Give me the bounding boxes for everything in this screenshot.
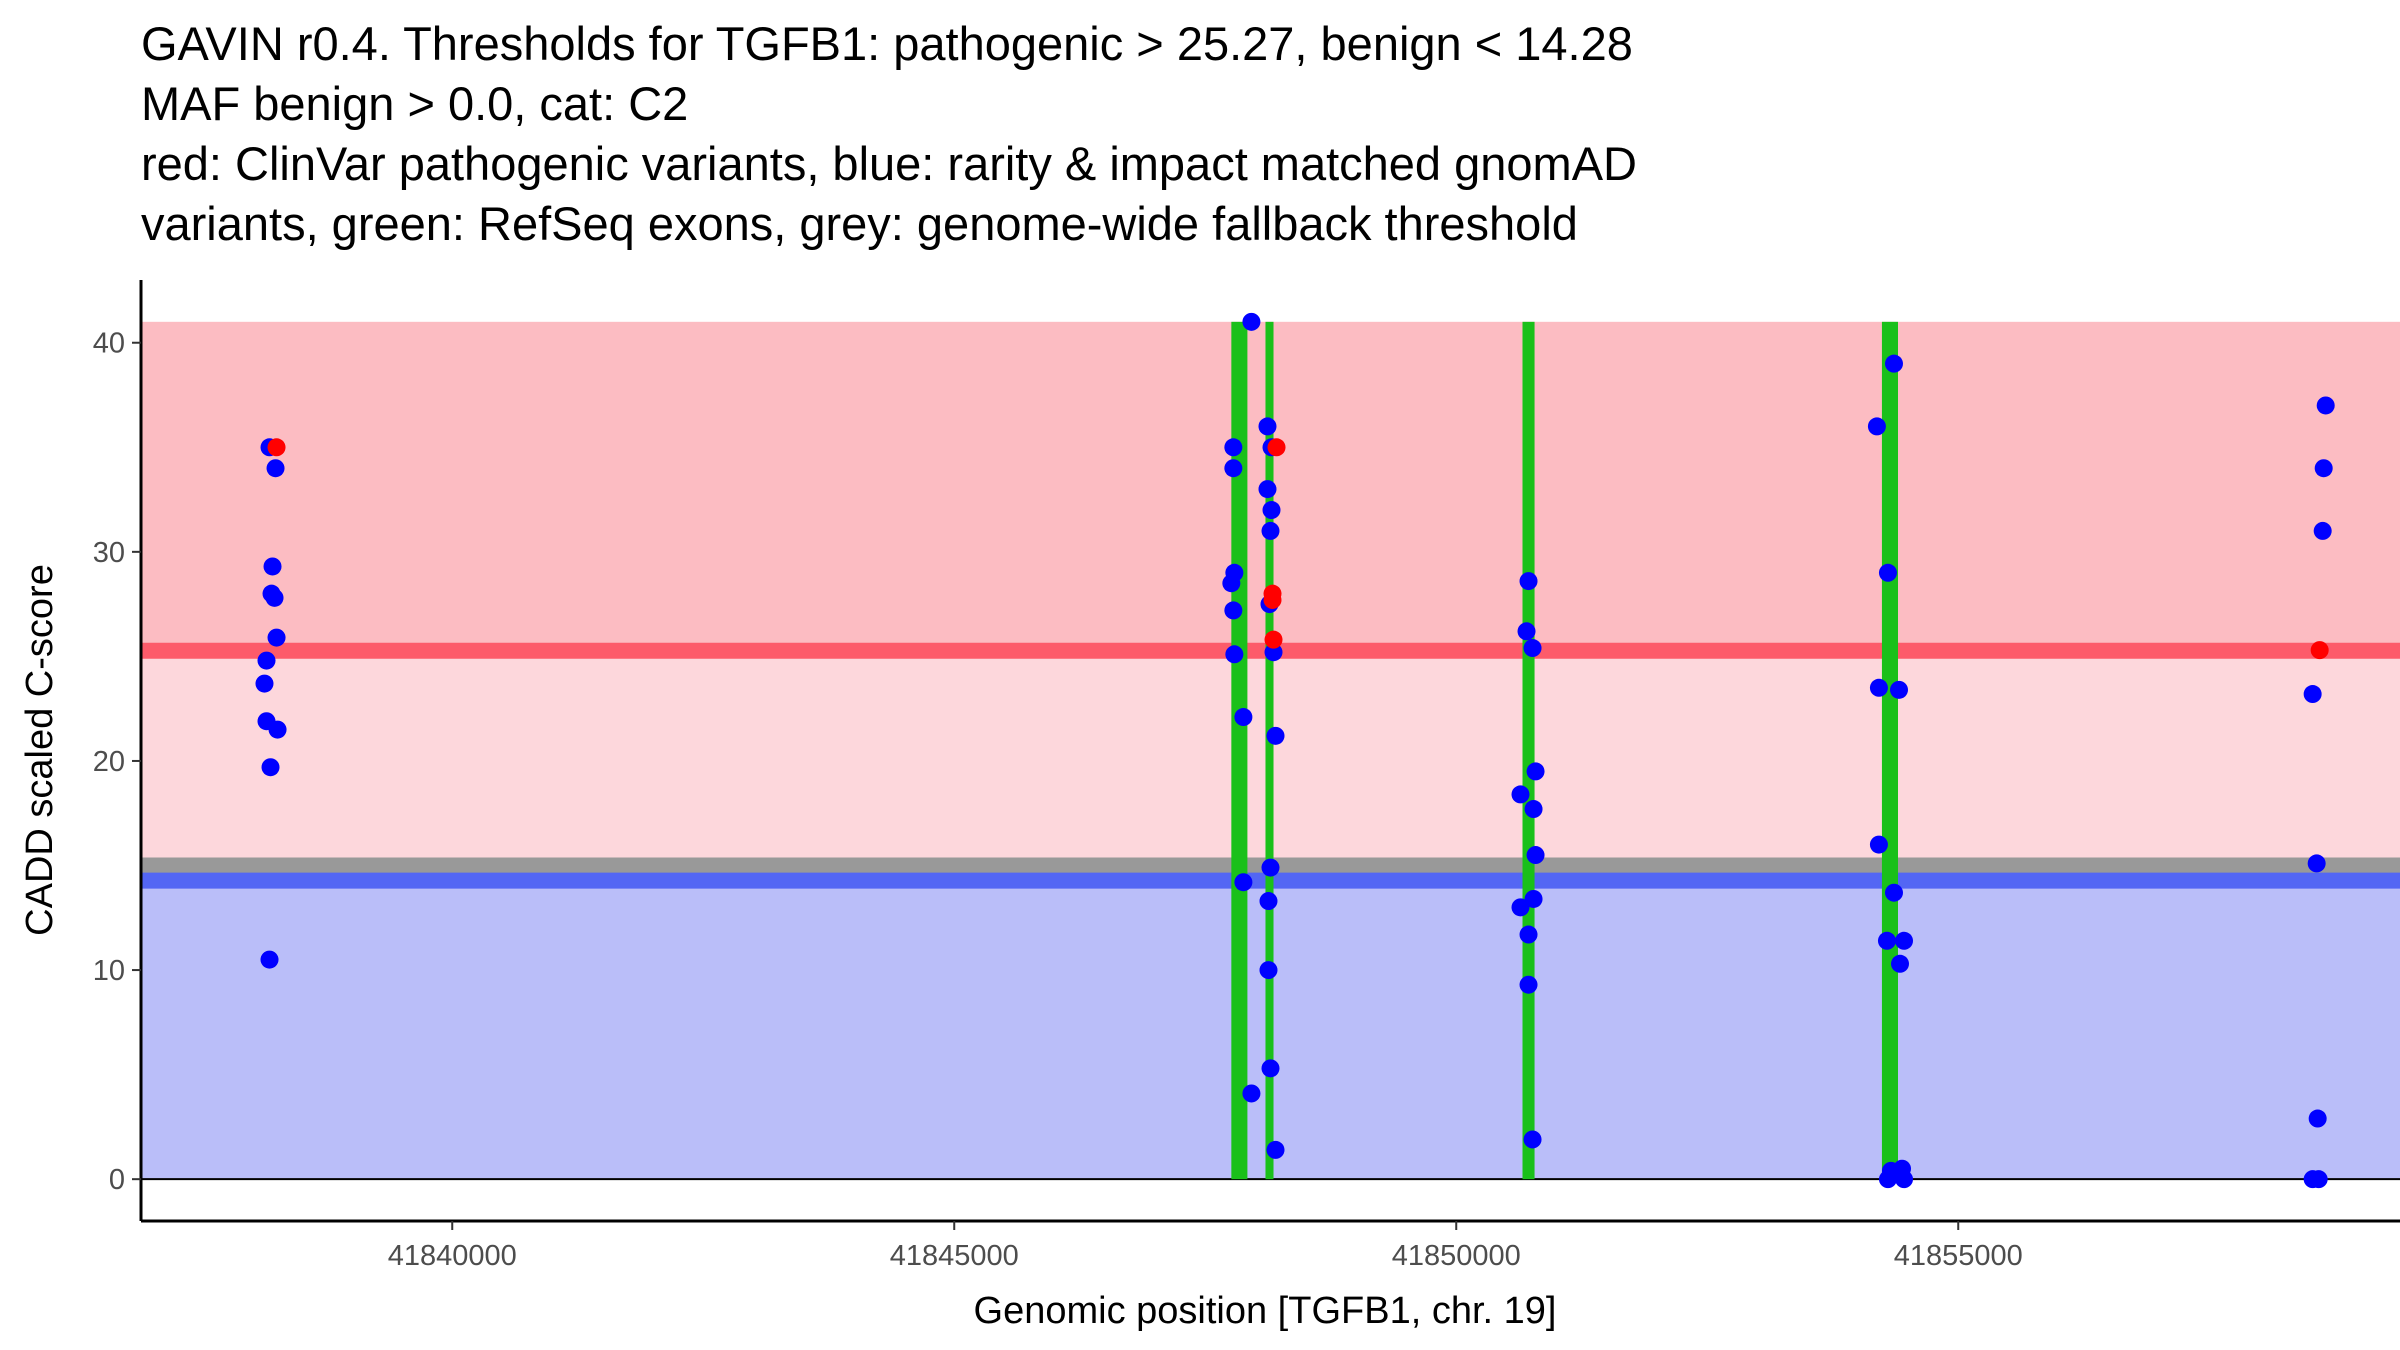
y-tick-label: 30 <box>93 537 125 569</box>
title-line-1: GAVIN r0.4. Thresholds for TGFB1: pathog… <box>141 17 1633 70</box>
data-point <box>1242 312 1261 331</box>
data-point <box>1263 590 1282 609</box>
y-tick-label: 10 <box>93 955 125 987</box>
data-point <box>1224 601 1243 620</box>
data-point <box>1261 1059 1280 1078</box>
data-point <box>1519 975 1538 994</box>
data-point <box>1266 726 1285 745</box>
chart-title: GAVIN r0.4. Thresholds for TGFB1: pathog… <box>141 17 1637 250</box>
data-point <box>1224 438 1243 457</box>
data-point <box>1266 1140 1285 1159</box>
data-point <box>1242 1084 1261 1103</box>
data-point <box>1234 873 1253 892</box>
data-point <box>1519 572 1538 591</box>
data-point <box>2316 396 2335 415</box>
data-point <box>267 438 286 457</box>
data-point <box>1264 630 1283 649</box>
data-point <box>2314 459 2333 478</box>
y-ticks: 0 10 20 30 40 <box>93 328 141 1196</box>
data-point <box>1511 898 1530 917</box>
title-line-4: variants, green: RefSeq exons, grey: gen… <box>141 197 1578 250</box>
data-point <box>1258 480 1277 499</box>
data-point <box>1884 354 1903 373</box>
data-point <box>1523 1130 1542 1149</box>
data-point <box>1895 1170 1914 1189</box>
data-point <box>1890 680 1909 699</box>
clinvar-pathogenic-variants-series <box>267 438 2329 660</box>
data-point <box>1259 961 1278 980</box>
data-point <box>265 588 284 607</box>
data-point <box>2309 1170 2328 1189</box>
exon-bar <box>1522 321 1535 1180</box>
axes <box>139 280 2400 1223</box>
data-point <box>1261 521 1280 540</box>
y-tick-label: 20 <box>93 746 125 778</box>
data-point <box>1524 889 1543 908</box>
data-point <box>1891 954 1910 973</box>
x-axis-title: Genomic position [TGFB1, chr. 19] <box>974 1290 1557 1332</box>
data-point <box>1517 622 1536 641</box>
data-points <box>255 312 2335 1189</box>
x-tick-label: 41855000 <box>1894 1240 2023 1272</box>
data-point <box>2307 854 2326 873</box>
data-point <box>1258 417 1277 436</box>
data-point <box>1526 846 1545 865</box>
data-point <box>1267 438 1286 457</box>
x-ticks: 41840000 41845000 41850000 41855000 <box>388 1221 2023 1272</box>
y-axis-title: CADD scaled C-score <box>19 564 61 936</box>
data-point <box>268 720 287 739</box>
data-point <box>1224 459 1243 478</box>
gnomad-matched-variants-series <box>255 312 2335 1189</box>
data-point <box>1234 708 1253 727</box>
data-point <box>2308 1109 2327 1128</box>
data-point <box>257 651 276 670</box>
data-point <box>1259 892 1278 911</box>
data-point <box>1511 785 1530 804</box>
data-point <box>2303 685 2322 704</box>
data-point <box>1869 835 1888 854</box>
data-point <box>1895 931 1914 950</box>
data-point <box>1222 574 1241 593</box>
data-point <box>1878 1170 1897 1189</box>
data-point <box>1519 925 1538 944</box>
data-point <box>1523 639 1542 658</box>
y-tick-label: 0 <box>109 1164 125 1196</box>
data-point <box>1877 931 1896 950</box>
data-point <box>267 628 286 647</box>
data-point <box>1878 563 1897 582</box>
data-point <box>2313 521 2332 540</box>
data-point <box>1526 762 1545 781</box>
title-line-2: MAF benign > 0.0, cat: C2 <box>141 77 688 130</box>
data-point <box>261 758 280 777</box>
y-tick-label: 40 <box>93 328 125 360</box>
data-point <box>266 459 285 478</box>
data-point <box>1884 883 1903 902</box>
exon-bar <box>1231 321 1248 1180</box>
x-tick-label: 41840000 <box>388 1240 517 1272</box>
exon-bar <box>1265 321 1274 1180</box>
data-point <box>260 950 279 969</box>
data-point <box>1261 858 1280 877</box>
data-point <box>255 674 274 693</box>
data-point <box>2310 641 2329 660</box>
x-tick-label: 41850000 <box>1392 1240 1521 1272</box>
title-line-3: red: ClinVar pathogenic variants, blue: … <box>141 137 1637 190</box>
data-point <box>1869 678 1888 697</box>
data-point <box>1225 645 1244 664</box>
data-point <box>1524 800 1543 819</box>
data-point <box>1262 501 1281 520</box>
data-point <box>1264 643 1283 662</box>
data-point <box>263 557 282 576</box>
exon-bar <box>1881 321 1898 1180</box>
data-point <box>1867 417 1886 436</box>
x-tick-label: 41845000 <box>890 1240 1019 1272</box>
